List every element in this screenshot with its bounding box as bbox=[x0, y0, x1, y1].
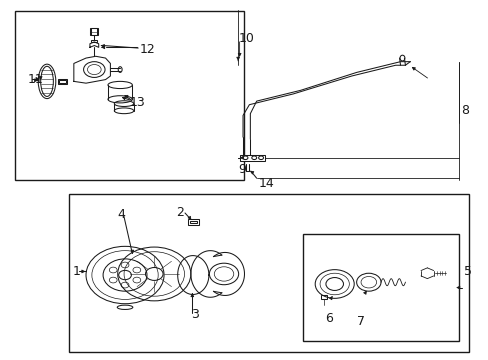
Text: 10: 10 bbox=[238, 32, 254, 45]
Text: 3: 3 bbox=[190, 308, 198, 321]
Text: 7: 7 bbox=[356, 315, 364, 328]
Text: 6: 6 bbox=[325, 311, 332, 325]
Text: 13: 13 bbox=[130, 96, 145, 109]
Bar bbox=[90, 28, 98, 35]
Bar bbox=[91, 40, 97, 42]
Text: 9: 9 bbox=[238, 163, 246, 176]
Bar bbox=[188, 219, 199, 225]
Bar bbox=[91, 28, 97, 35]
Bar bbox=[239, 154, 264, 161]
Bar bbox=[58, 79, 67, 84]
Bar bbox=[59, 80, 66, 83]
Text: 4: 4 bbox=[118, 208, 125, 221]
Text: 5: 5 bbox=[463, 265, 471, 278]
Text: 2: 2 bbox=[176, 206, 184, 219]
Bar bbox=[190, 221, 197, 224]
Bar bbox=[320, 296, 327, 299]
Text: 11: 11 bbox=[27, 73, 43, 86]
Text: 12: 12 bbox=[140, 42, 155, 55]
Bar bbox=[15, 12, 244, 180]
Bar bbox=[69, 194, 468, 352]
Bar bbox=[303, 234, 458, 341]
Text: 14: 14 bbox=[259, 177, 274, 190]
Text: 1: 1 bbox=[73, 265, 81, 278]
Text: 8: 8 bbox=[461, 104, 468, 117]
